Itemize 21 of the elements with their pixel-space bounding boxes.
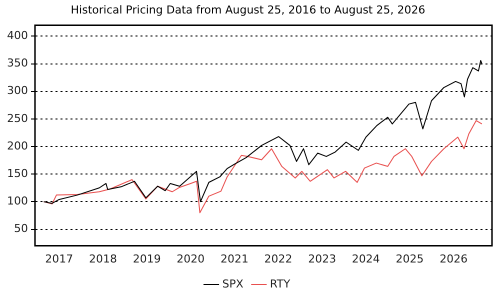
x-tick-label: 2023 [308, 252, 336, 266]
chart-title: Historical Pricing Data from August 25, 2016 to August 25, 2026 [70, 3, 426, 16]
legend-label: SPX [222, 277, 244, 290]
y-tick-label: 50 [14, 222, 28, 236]
x-tick-label: 2025 [396, 252, 424, 266]
x-tick-label: 2019 [132, 252, 161, 266]
legend-label: RTY [270, 277, 290, 290]
x-tick-label: 2026 [440, 252, 468, 266]
y-tick-label: 200 [6, 139, 28, 152]
x-tick-label: 2020 [176, 252, 205, 266]
y-tick-label: 150 [6, 166, 28, 180]
y-tick-label: 100 [6, 194, 28, 208]
x-tick-label: 2018 [89, 252, 118, 266]
x-tick-label: 2017 [45, 252, 74, 266]
y-tick-label: 250 [6, 112, 28, 125]
y-tick-label: 300 [6, 84, 28, 98]
y-tick-label: 350 [6, 56, 28, 70]
x-tick-label: 2024 [352, 252, 380, 266]
y-tick-label: 400 [6, 29, 28, 42]
x-tick-label: 2022 [264, 252, 292, 266]
x-tick-label: 2021 [220, 252, 248, 266]
